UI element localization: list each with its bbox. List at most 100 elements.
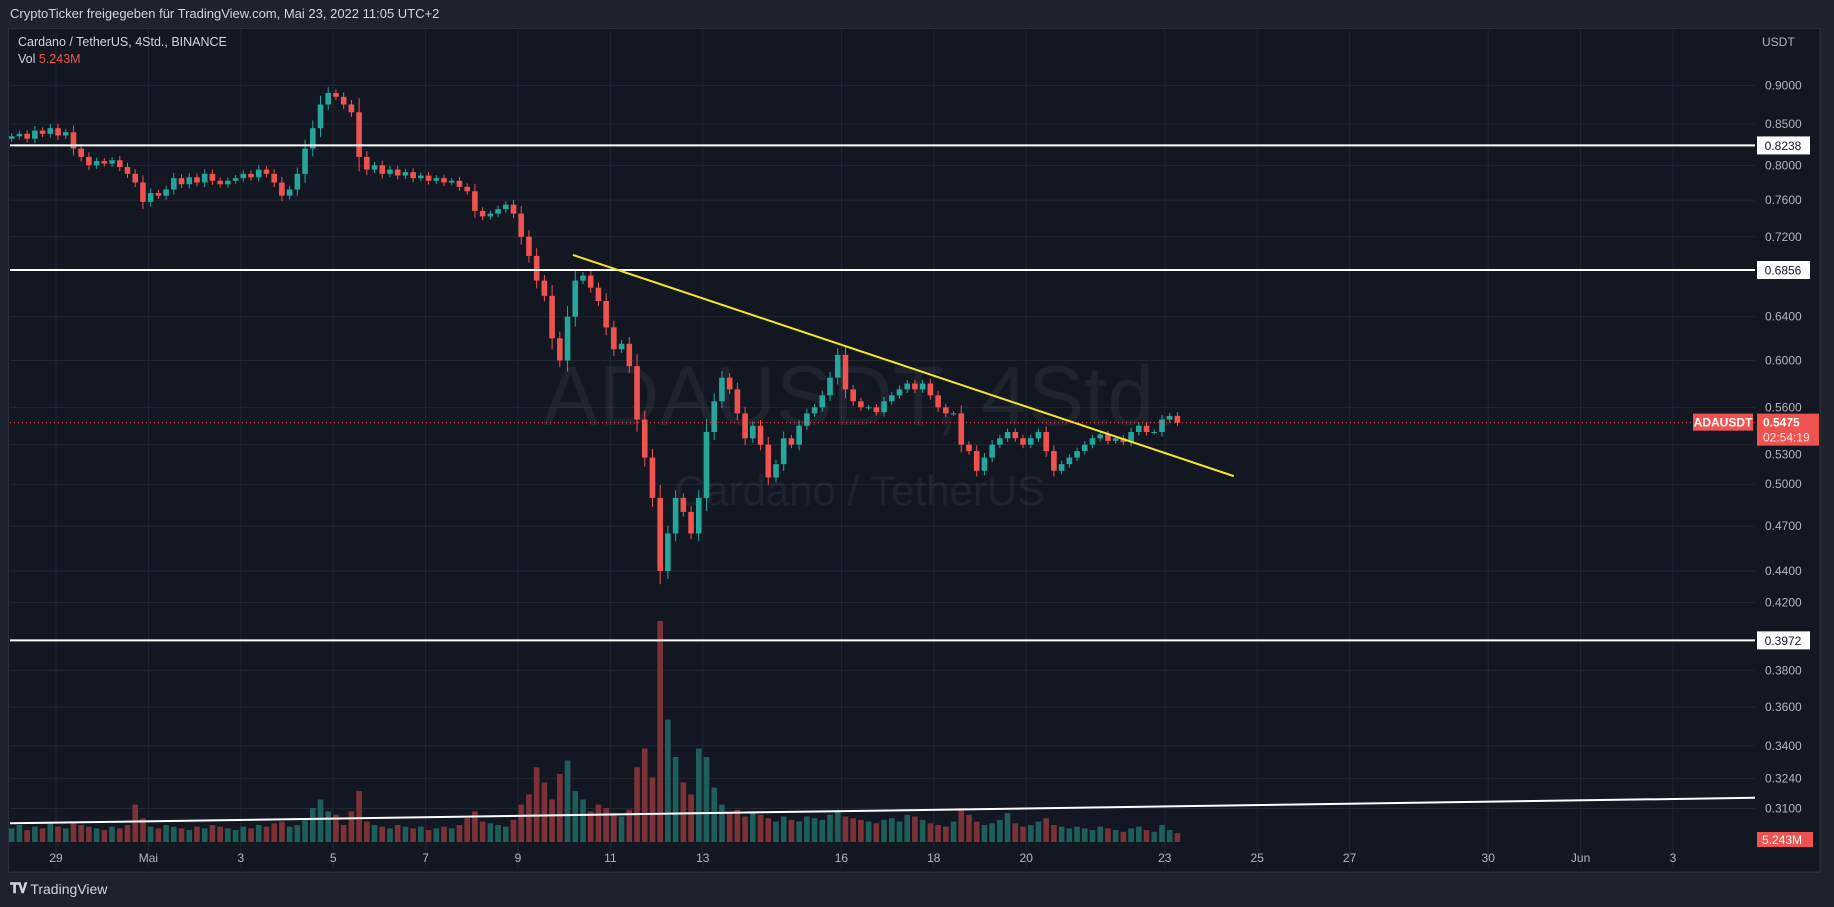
price-tick-label: 0.4700 bbox=[1765, 519, 1802, 533]
candle-body bbox=[572, 280, 579, 317]
volume-bar bbox=[1074, 826, 1080, 842]
volume-bar bbox=[958, 808, 965, 842]
volume-bar bbox=[734, 809, 741, 842]
volume-bar bbox=[433, 828, 440, 842]
candle-body bbox=[858, 401, 864, 408]
volume-value: 5.243M bbox=[38, 52, 81, 66]
volume-bar bbox=[1027, 825, 1034, 842]
candle-body bbox=[626, 343, 633, 367]
volume-bar bbox=[881, 819, 887, 842]
volume-bar bbox=[55, 826, 61, 842]
volume-bar bbox=[333, 814, 339, 842]
candle-body bbox=[595, 287, 602, 301]
volume-bar bbox=[1128, 828, 1134, 842]
volume-bar bbox=[719, 804, 725, 842]
candle-body bbox=[379, 165, 386, 174]
volume-bar bbox=[479, 821, 486, 842]
candle-body bbox=[402, 172, 409, 176]
volume-bar bbox=[742, 816, 748, 842]
volume-bar bbox=[711, 787, 718, 842]
time-tick-label: 11 bbox=[604, 851, 617, 865]
candle-body bbox=[271, 173, 277, 183]
candle-body bbox=[240, 173, 247, 179]
time-tick-label: 13 bbox=[696, 851, 710, 865]
candle-body bbox=[109, 160, 115, 164]
watermark-name: Cardano / TetherUS bbox=[675, 467, 1045, 514]
candle-body bbox=[1097, 434, 1104, 439]
candle-body bbox=[1112, 438, 1119, 441]
candle-body bbox=[649, 457, 656, 498]
candle-body bbox=[888, 395, 895, 402]
volume-bar bbox=[927, 823, 934, 842]
volume-bar bbox=[672, 757, 679, 842]
volume-label: Vol bbox=[18, 52, 36, 66]
candle-body bbox=[232, 178, 239, 181]
chart-pane[interactable] bbox=[8, 28, 1821, 873]
candle-body bbox=[773, 464, 779, 478]
candle-body bbox=[1035, 431, 1042, 439]
candle-body bbox=[966, 444, 972, 452]
volume-bar bbox=[1105, 828, 1111, 842]
candle-body bbox=[309, 128, 316, 149]
candle-body bbox=[1004, 431, 1011, 439]
symbol-description[interactable]: Cardano / TetherUS, 4Std., BINANCE bbox=[18, 35, 227, 49]
candle-body bbox=[750, 425, 756, 439]
candle-body bbox=[834, 354, 841, 378]
candle-body bbox=[1136, 425, 1142, 432]
candle-body bbox=[364, 156, 370, 170]
volume-bar bbox=[448, 828, 455, 842]
volume-bar bbox=[24, 830, 30, 842]
candle-body bbox=[634, 366, 640, 420]
volume-bar bbox=[518, 804, 525, 842]
volume-bar bbox=[325, 811, 332, 842]
candle-body bbox=[101, 161, 108, 164]
volume-bar bbox=[302, 818, 308, 842]
candle-body bbox=[943, 407, 949, 414]
last-price-badge bbox=[1757, 413, 1819, 446]
volume-bar bbox=[1151, 831, 1158, 842]
tradingview-logo-icon[interactable]: 𝐓𝐕 bbox=[10, 880, 27, 896]
level-price-label: 0.6856 bbox=[1765, 264, 1802, 278]
volume-trendline[interactable] bbox=[9, 796, 1756, 825]
candle-body bbox=[557, 338, 563, 361]
price-tick-label: 0.5600 bbox=[1765, 400, 1802, 414]
tradingview-logo-text[interactable]: TradingView bbox=[30, 880, 108, 897]
candle-body bbox=[734, 389, 741, 414]
volume-bar bbox=[1043, 818, 1049, 842]
candle-body bbox=[804, 413, 810, 426]
last-price-value: 0.5475 bbox=[1763, 416, 1800, 430]
candle-body bbox=[672, 497, 679, 534]
time-tick-label: 20 bbox=[1020, 851, 1034, 865]
candle-body bbox=[1012, 431, 1019, 439]
volume-bar bbox=[232, 830, 239, 842]
time-tick-label: 5 bbox=[330, 851, 337, 865]
volume-bar bbox=[1012, 823, 1019, 842]
volume-bar bbox=[750, 811, 756, 842]
candle-body bbox=[356, 112, 362, 157]
volume-bar bbox=[580, 799, 586, 842]
candle-body bbox=[580, 275, 586, 281]
volume-bar bbox=[688, 794, 694, 842]
volume-bar bbox=[147, 826, 154, 842]
chart-legend: Cardano / TetherUS, 4Std., BINANCE Vol 5… bbox=[18, 34, 227, 68]
volume-bar bbox=[850, 818, 856, 842]
volume-bar bbox=[194, 826, 200, 842]
candle-body bbox=[1089, 438, 1096, 445]
candle-body bbox=[78, 148, 84, 157]
candle-body bbox=[286, 189, 293, 196]
axis-currency-label: USDT bbox=[1762, 35, 1795, 49]
candle-body bbox=[1105, 434, 1111, 441]
candle-body bbox=[865, 407, 872, 409]
price-tick-label: 0.7200 bbox=[1765, 230, 1802, 244]
volume-bar bbox=[935, 825, 941, 842]
volume-bar bbox=[572, 791, 579, 842]
candle-body bbox=[16, 133, 23, 137]
volume-bar bbox=[1051, 825, 1057, 842]
publish-title: CryptoTicker freigegeben für TradingView… bbox=[10, 6, 440, 21]
candle-body bbox=[171, 178, 177, 190]
candle-body bbox=[796, 425, 802, 445]
candle-body bbox=[502, 204, 509, 210]
volume-bar bbox=[1066, 828, 1073, 842]
descending-trendline[interactable] bbox=[572, 253, 1235, 478]
